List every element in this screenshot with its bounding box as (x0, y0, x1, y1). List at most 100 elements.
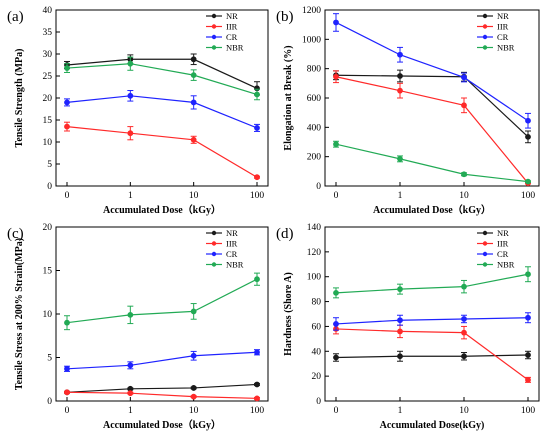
y-tick-label: 25 (43, 72, 53, 82)
y-tick-label: 40 (43, 6, 53, 16)
series-line (66, 391, 258, 399)
y-tick-label: 80 (312, 298, 322, 308)
y-tick-label: 20 (43, 94, 53, 104)
legend-label: NBR (226, 260, 244, 270)
y-tick-label: 20 (43, 223, 53, 233)
series-line (335, 74, 529, 138)
y-tick-label: 200 (307, 153, 322, 163)
x-tick-label: 1 (128, 191, 133, 201)
y-tick-label: 35 (43, 28, 53, 38)
y-tick-label: 10 (43, 310, 53, 320)
series-nr (64, 53, 260, 96)
series-line (66, 58, 258, 89)
data-point (461, 329, 467, 336)
y-axis-label: Tensile Stress at 200% Strain(MPa) (14, 238, 25, 390)
y-tick-label: 60 (312, 322, 322, 332)
data-point (397, 87, 403, 94)
y-tick-label: 0 (316, 397, 321, 407)
data-point (333, 73, 339, 80)
y-tick-label: 1200 (302, 6, 321, 16)
legend-swatch-marker (482, 262, 488, 267)
y-tick-label: 15 (43, 267, 53, 277)
legend-swatch-marker (211, 262, 217, 267)
series-line (66, 383, 258, 393)
series-line (66, 126, 258, 178)
legend-label: NBR (497, 43, 515, 53)
y-tick-label: 15 (43, 116, 53, 126)
x-tick-label: 0 (65, 406, 70, 416)
legend-swatch-marker (482, 45, 488, 50)
data-point (333, 141, 339, 148)
series-nr (333, 69, 531, 144)
y-axis-label: Tensile Strength (MPa) (14, 49, 25, 148)
series-line (66, 278, 258, 324)
y-tick-label: 400 (307, 123, 322, 133)
legend-swatch-marker (211, 241, 217, 246)
plot-frame (324, 226, 540, 402)
data-point (127, 390, 134, 397)
x-tick-label: 1 (398, 406, 403, 416)
data-point (64, 389, 70, 396)
data-point (254, 91, 260, 98)
data-point (461, 353, 467, 360)
series-line (335, 143, 529, 183)
x-tick-label: 10 (189, 406, 199, 416)
data-point (333, 19, 339, 26)
chart-panel-2: 0 200 400 600 800 1000 1200 0 1 10 100 Accumulated … (276, 6, 540, 216)
legend-label: IIR (497, 22, 509, 32)
data-point (127, 130, 134, 137)
legend-label: NBR (226, 43, 244, 53)
legend-label: NR (226, 228, 238, 238)
series-line (66, 63, 258, 96)
y-tick-label: 140 (307, 223, 322, 233)
chart-panel-4: 0 20 40 60 80 100 120 140 0 1 10 100 Accumulated Dos… (276, 223, 540, 431)
legend-swatch-marker (482, 230, 488, 236)
data-point (461, 102, 467, 109)
data-point (64, 65, 70, 71)
series-iir (333, 323, 531, 383)
y-tick-label: 100 (307, 273, 322, 283)
data-point (254, 381, 260, 388)
series-iir (333, 70, 531, 186)
x-tick-label: 10 (459, 191, 469, 201)
series-iir (64, 389, 260, 402)
x-tick-label: 100 (250, 406, 265, 416)
data-point (64, 123, 70, 130)
series-line (335, 317, 529, 325)
x-tick-label: 0 (334, 406, 339, 416)
x-tick-label: 0 (65, 191, 70, 201)
data-point (333, 354, 339, 361)
x-axis-label: Accumulated Dose(kGy) (380, 420, 485, 431)
legend-swatch-marker (482, 24, 488, 29)
x-tick-label: 10 (459, 406, 469, 416)
legend-swatch-marker (482, 241, 488, 246)
legend-swatch-marker (211, 45, 217, 50)
data-point (333, 289, 339, 296)
data-point (461, 171, 467, 178)
panel-label: (d) (276, 226, 294, 242)
legend-swatch-marker (482, 251, 488, 257)
x-axis-label: Accumulated Dose（kGy） (103, 418, 221, 431)
data-point (127, 362, 134, 369)
data-point (333, 321, 339, 327)
data-point (254, 395, 260, 402)
y-tick-label: 20 (312, 372, 322, 382)
x-tick-label: 100 (250, 191, 265, 201)
x-axis-label: Accumulated Dose（kGy） (103, 203, 221, 216)
series-line (66, 351, 258, 370)
y-axis-label: Elongation at Break (%) (283, 45, 294, 150)
x-tick-label: 1 (128, 406, 133, 416)
legend-label: CR (226, 249, 238, 259)
series-nbr (333, 266, 531, 299)
x-axis-label: Accumulated Dose（kGy） (373, 203, 491, 216)
legend-label: IIR (497, 239, 509, 249)
y-tick-label: 5 (47, 160, 52, 170)
legend-label: NR (226, 11, 238, 21)
data-point (190, 393, 197, 400)
data-point (190, 385, 197, 391)
data-point (190, 56, 197, 63)
